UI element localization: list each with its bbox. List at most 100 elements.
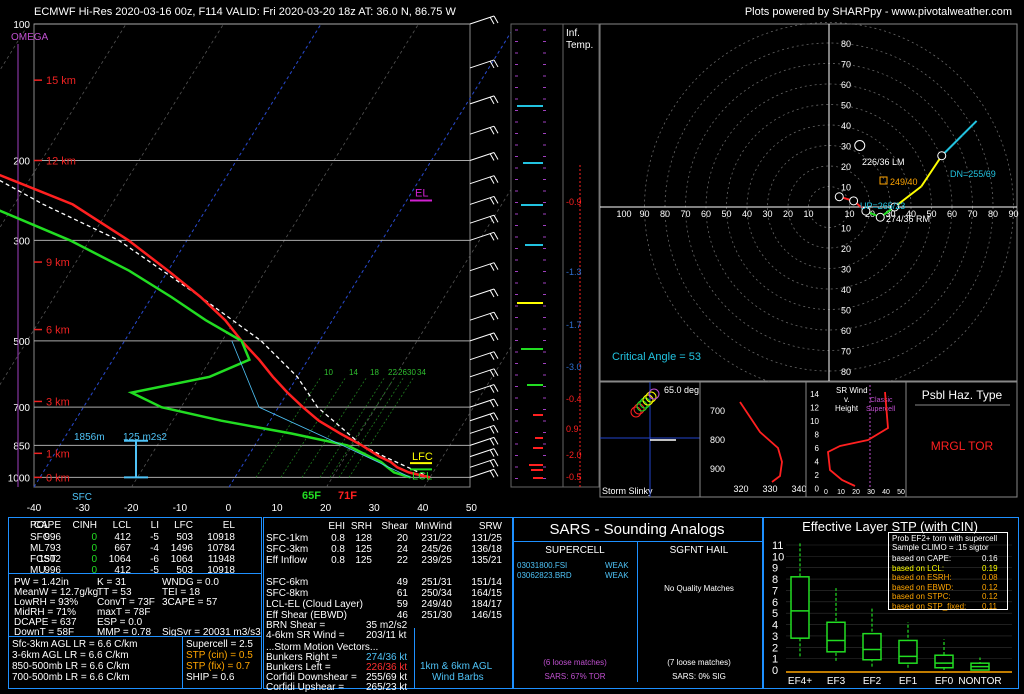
kin-cell: 250/34 <box>421 588 452 599</box>
advection-label: -0.4 <box>566 394 582 404</box>
hodo-x-label: 90 <box>1008 209 1018 219</box>
thermo-cell: 10784 <box>207 543 235 554</box>
inferred-temp-column: Inf.Temp. -0.9 -1.3 -1.7 -3.0 -0.4 0.9 -2.0 -0.5 <box>510 23 600 488</box>
thetae-p-label: 900 <box>710 464 725 474</box>
kin-header: Shear <box>381 521 408 532</box>
hodo-km-marker <box>849 196 859 206</box>
kin-row-label: LCL-EL (Cloud Layer) <box>266 599 363 610</box>
sars-title: SARS - Sounding Analogs <box>549 521 725 538</box>
hodo-x-label: 90 <box>639 209 649 219</box>
stp-legend-value: 0.08 <box>982 573 998 582</box>
temp-tick-label: 30 <box>369 503 381 514</box>
surface-temp-label: 71F <box>338 490 357 502</box>
stp-y-label: 4 <box>772 620 778 632</box>
kin-cell: 131/25 <box>471 533 502 544</box>
mixing-ratio-label: 34 <box>417 368 426 377</box>
kin-cell: 49 <box>396 577 408 588</box>
barb-flag <box>489 197 495 205</box>
kin-header: EHI <box>328 521 345 532</box>
index-value: LowRH = 93% <box>14 597 79 608</box>
hodo-segment <box>941 134 963 157</box>
stp-category-label: NONTOR <box>958 676 1001 687</box>
kin-divider <box>414 628 415 688</box>
barbs-label: 1km & 6km AGL <box>420 661 493 672</box>
stp-y-label: 1 <box>772 654 778 666</box>
hodo-x-label: 20 <box>783 209 793 219</box>
barb-flag <box>489 385 495 393</box>
sars-title-rule <box>513 541 762 542</box>
isotherm <box>131 23 419 488</box>
stp-y-label: 9 <box>772 563 778 575</box>
index-value: TEI = 18 <box>162 587 201 598</box>
barb-flag <box>489 352 495 360</box>
height-label: 9 km <box>46 257 70 269</box>
thermo-cell: 503 <box>176 532 193 543</box>
thetae-trace <box>739 401 783 483</box>
barb-flag <box>493 448 499 456</box>
advection-label: -3.0 <box>566 362 582 372</box>
slinky-circle <box>642 394 654 406</box>
slinky-circle <box>633 403 645 415</box>
slinky-circle <box>630 406 642 418</box>
advection-label: -1.7 <box>566 320 582 330</box>
brn-value: 35 m2/s2 <box>366 620 408 631</box>
stp-iqr <box>898 639 918 664</box>
hodo-y-label: 30 <box>841 142 851 152</box>
stp-category-label: EF4+ <box>788 676 812 687</box>
barb-flag <box>489 333 495 342</box>
hodo-y-label: 10 <box>841 183 851 193</box>
barb-flag <box>493 469 499 477</box>
srwind-x-label: 50 <box>897 489 905 496</box>
index-value: ConvT = 73F <box>97 597 155 608</box>
mixing-ratio-label: 26 <box>398 368 407 377</box>
composite-index: SHIP = 0.6 <box>186 672 235 683</box>
srwind-y-label: 8 <box>815 431 820 440</box>
thermo-cell: 1496 <box>170 543 193 554</box>
stp-y-label: 8 <box>772 574 778 586</box>
thetae-frame <box>699 381 807 498</box>
hodo-km-marker <box>875 212 885 222</box>
barb-flag <box>489 413 495 421</box>
thermo-cell: 412 <box>114 532 131 543</box>
wind-barb <box>469 195 499 205</box>
barb-flag <box>493 459 499 467</box>
thermo-cell: 996 <box>44 565 61 576</box>
kin-row-label: Eff Inflow <box>266 555 307 566</box>
kin-cell: 59 <box>396 599 408 610</box>
kin-cell: 61 <box>396 588 408 599</box>
wind-barb <box>469 424 499 434</box>
hodo-y-label: 60 <box>841 326 851 336</box>
wind-barb <box>469 125 499 135</box>
index-value: PW = 1.42in <box>14 577 69 588</box>
wind-barb <box>469 175 499 185</box>
slinky-circle <box>645 391 657 403</box>
brn-label: BRN Shear = <box>266 620 326 631</box>
pressure-tick-label: 1000 <box>8 473 31 484</box>
kin-cell: 239/25 <box>421 555 452 566</box>
temp-tick-label: -20 <box>124 503 139 514</box>
wetbulb-trace <box>231 340 411 478</box>
hodo-x-label: 10 <box>803 209 813 219</box>
srwind-frame <box>805 381 907 498</box>
wind-barb <box>469 368 499 378</box>
hodo-x-label: 80 <box>660 209 670 219</box>
hazard-title: Psbl Haz. Type <box>922 388 1003 402</box>
el-label: EL <box>415 187 428 199</box>
sars-match: 03031800.FSI <box>517 561 568 570</box>
hodo-segment <box>961 120 978 136</box>
left-mover-label: 226/36 LM <box>862 157 905 167</box>
lapse-rate: 700-500mb LR = 6.6 C/km <box>12 672 130 683</box>
hodo-x-label: 70 <box>680 209 690 219</box>
stp-legend-label: based on STPC: <box>892 592 951 601</box>
thermo-cell: -4 <box>150 543 159 554</box>
barb-flag <box>493 125 499 134</box>
barb-flag <box>493 15 499 24</box>
barb-flag <box>489 312 495 321</box>
thermo-cell: 412 <box>114 565 131 576</box>
barb-flag <box>493 152 499 160</box>
wind-barb <box>469 231 499 241</box>
header-left: ECMWF Hi-Res 2020-03-16 00z, F114 VALID:… <box>34 6 456 18</box>
sfc-label: SFC <box>72 492 92 503</box>
wind-barb <box>469 412 499 422</box>
hodo-y-label: 50 <box>841 101 851 111</box>
